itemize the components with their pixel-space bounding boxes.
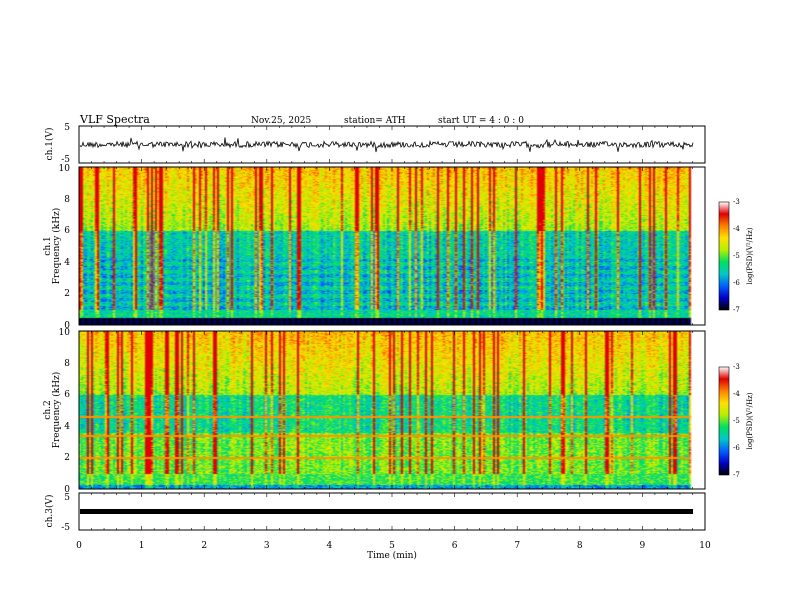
ch2-colorbar-frame — [718, 366, 730, 476]
ch1-colorbar-gradient — [719, 202, 729, 310]
ch2-freq-tick-6: 6 — [64, 390, 70, 400]
ch1-frequency-label: Frequency (kHz) — [51, 208, 62, 285]
time-tick-8: 8 — [577, 541, 583, 551]
ch2-colorbar-tick-m3: -3 — [733, 363, 740, 371]
time-tick-6: 6 — [452, 541, 458, 551]
ch1-colorbar-tick-m3: -3 — [733, 198, 740, 206]
time-tick-0: 0 — [76, 541, 82, 551]
ch2-colorbar-tick-m5: -5 — [733, 417, 740, 425]
ch1-colorbar: -3 -4 -5 -6 -7 log(PSD)(V²/Hz) — [718, 198, 754, 314]
ch1-colorbar-frame — [718, 201, 730, 311]
ch2-frequency-label: Frequency (kHz) — [51, 372, 62, 449]
time-tick-10: 10 — [699, 541, 711, 551]
ch2-colorbar: -3 -4 -5 -6 -7 log(PSD)(V²/Hz) — [718, 363, 754, 479]
axis-tick-marks — [78, 126, 706, 530]
ch1-ytick-top: 5 — [64, 123, 70, 133]
ch1-spectrogram-image — [79, 167, 705, 325]
ch1-colorbar-tick-m5: -5 — [733, 252, 740, 260]
chart-title: VLF Spectra — [79, 113, 150, 126]
ch2-channel-label: ch.2 — [43, 400, 53, 419]
ch2-colorbar-tick-m7: -7 — [733, 471, 740, 479]
ch3-waveform-trace — [80, 509, 693, 514]
ch3-ytick-bottom: -5 — [61, 523, 70, 533]
ch1-freq-tick-2: 2 — [64, 289, 70, 299]
ch1-colorbar-label: log(PSD)(V²/Hz) — [746, 227, 754, 284]
ch1-spectrogram-panel: 0 2 4 6 8 10 ch.1 Frequency (kHz) -3 -4 … — [43, 164, 754, 331]
time-tick-1: 1 — [139, 541, 145, 551]
ch1-ylabel: ch.1(V) — [44, 128, 55, 161]
time-tick-2: 2 — [201, 541, 207, 551]
ch1-freq-tick-4: 4 — [64, 258, 70, 268]
ch2-freq-tick-0: 0 — [64, 485, 70, 495]
date-label: Nov.25, 2025 — [251, 116, 312, 126]
station-label: station= ATH — [344, 116, 406, 126]
time-tick-3: 3 — [264, 541, 270, 551]
ch3-ylabel: ch.3(V) — [44, 495, 55, 528]
ch1-freq-tick-6: 6 — [64, 226, 70, 236]
start-ut-label: start UT = 4 : 0 : 0 — [438, 116, 524, 126]
ch2-colorbar-label: log(PSD)(V²/Hz) — [746, 392, 754, 449]
ch1-freq-tick-10: 10 — [59, 164, 71, 174]
time-tick-9: 9 — [640, 541, 646, 551]
time-axis-label: Time (min) — [367, 550, 417, 561]
ch2-freq-tick-10: 10 — [59, 328, 71, 338]
ch1-freq-tick-0: 0 — [64, 321, 70, 331]
time-tick-7: 7 — [514, 541, 520, 551]
time-tick-4: 4 — [327, 541, 333, 551]
ch1-colorbar-tick-m7: -7 — [733, 306, 740, 314]
ch2-freq-tick-8: 8 — [64, 359, 70, 369]
time-axis: 0 1 2 3 4 5 6 7 8 9 10 — [76, 541, 711, 551]
ch2-freq-tick-4: 4 — [64, 422, 70, 432]
ch1-colorbar-tick-m6: -6 — [733, 279, 740, 287]
ch3-ytick-top: 5 — [64, 493, 70, 503]
ch2-spectrogram-panel: 0 2 4 6 8 10 ch.2 Frequency (kHz) -3 -4 … — [43, 328, 754, 495]
ch2-freq-tick-2: 2 — [64, 453, 70, 463]
ch1-ytick-bottom: -5 — [61, 155, 70, 165]
ch1-channel-label: ch.1 — [43, 236, 53, 255]
ch2-colorbar-tick-m6: -6 — [733, 444, 740, 452]
ch2-colorbar-tick-m4: -4 — [733, 390, 740, 398]
time-tick-5: 5 — [389, 541, 395, 551]
ch1-freq-tick-8: 8 — [64, 195, 70, 205]
ch2-colorbar-gradient — [719, 367, 729, 475]
ch1-spectrogram-yticks: 0 2 4 6 8 10 — [59, 164, 71, 331]
ch1-waveform-trace — [79, 137, 694, 153]
ch2-spectrogram-image — [79, 331, 705, 489]
ch1-colorbar-tick-m4: -4 — [733, 225, 740, 233]
